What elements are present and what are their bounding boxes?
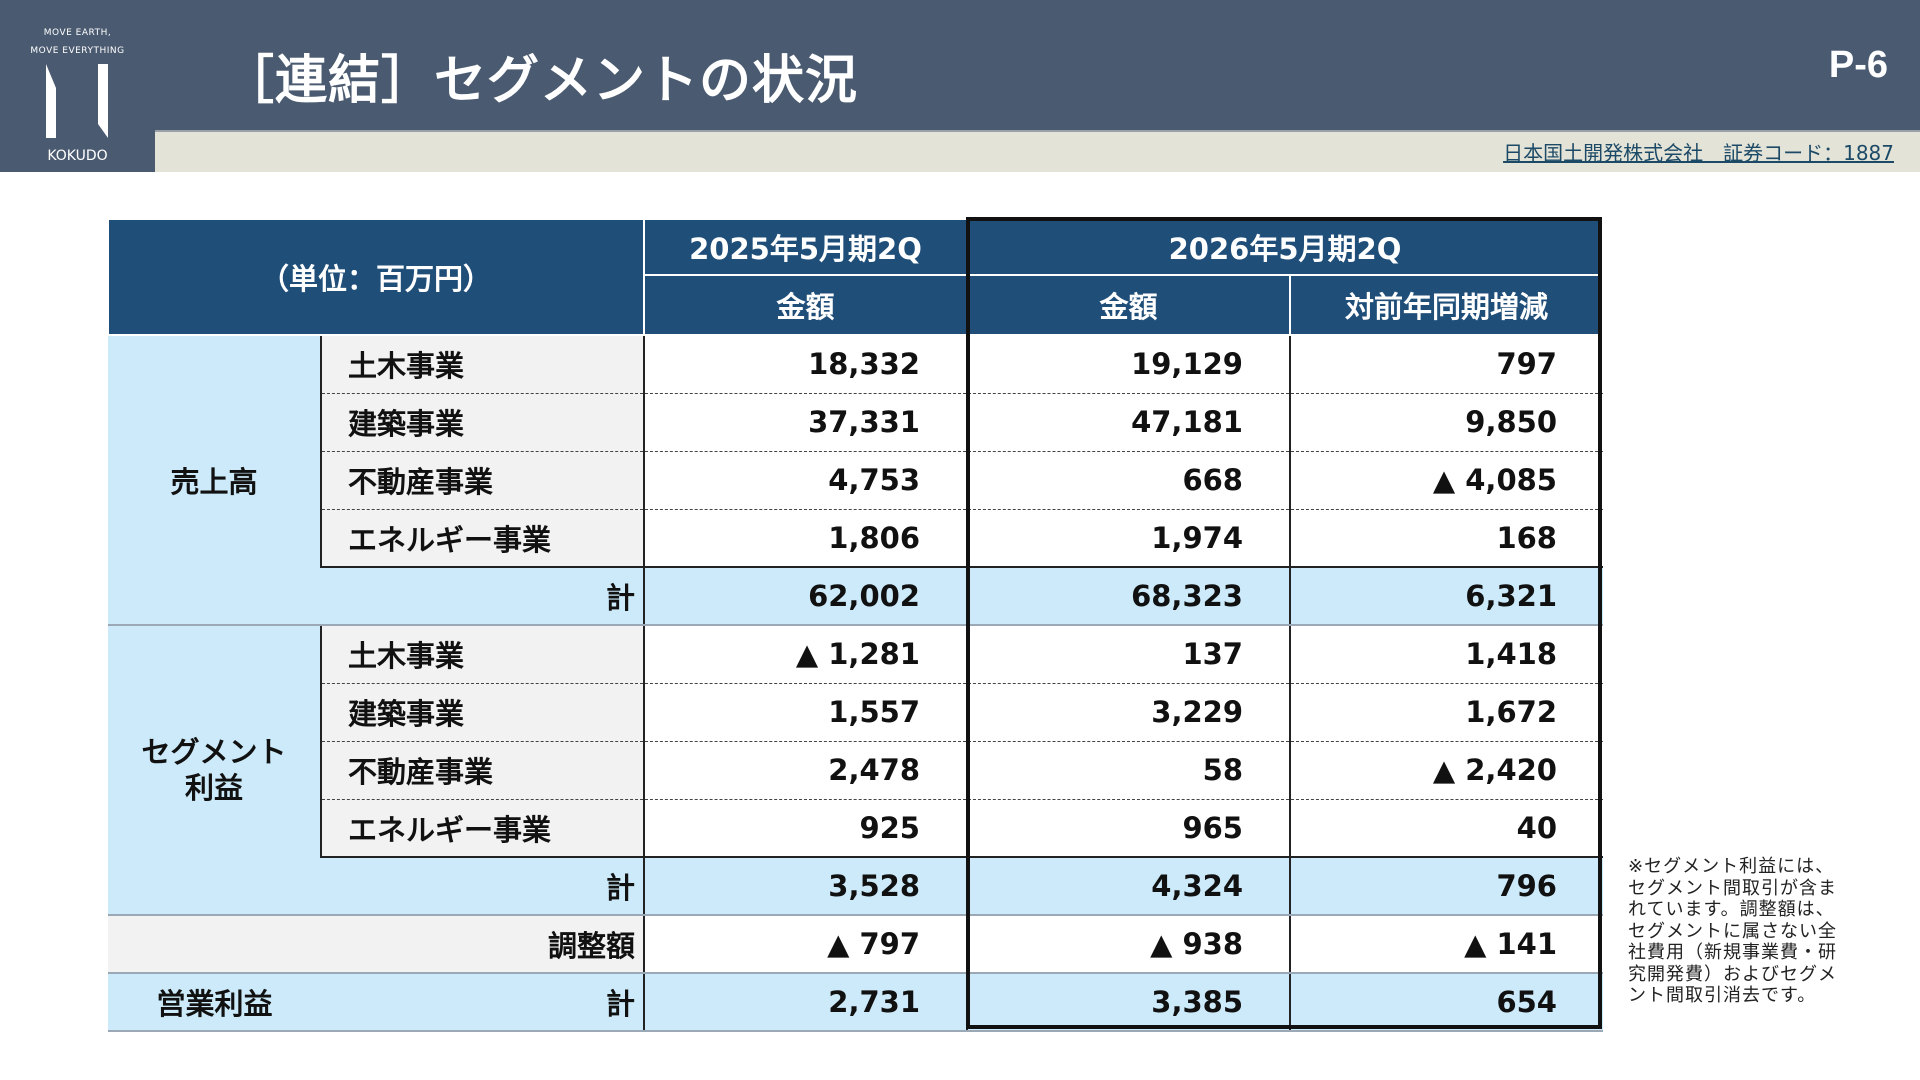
sales-label: 売上高 — [108, 335, 321, 626]
value-prev: 4,753 — [643, 451, 967, 510]
value-change: 40 — [1289, 799, 1603, 857]
value-prev: 925 — [643, 799, 967, 857]
value-change: 1,672 — [1289, 683, 1603, 742]
segment-table: （単位：百万円） 2025年5月期2Q 2026年5月期2Q 金額 金額 対前年… — [107, 218, 1604, 1032]
value-change: 168 — [1289, 509, 1603, 567]
logo-mark-icon — [46, 64, 108, 138]
table-row: エネルギー事業 925 965 40 — [108, 799, 1603, 857]
profit-label-line: セグメント — [141, 735, 287, 769]
table-row: 売上高 土木事業 18,332 19,129 797 — [108, 335, 1603, 626]
value-prev: 3,528 — [643, 856, 967, 916]
value-change: 6,321 — [1289, 566, 1603, 626]
adjustment-row: 調整額 ▲ 797 ▲ 938 ▲ 141 — [108, 915, 1603, 974]
value-curr: 1,974 — [966, 509, 1290, 567]
unit-label: （単位：百万円） — [107, 218, 645, 336]
table-row: 建築事業 37,331 47,181 9,850 — [108, 393, 1603, 452]
value-change: 1,418 — [1289, 625, 1603, 684]
total-label: 計 — [321, 856, 644, 916]
value-prev: 2,478 — [643, 741, 967, 800]
footnote: ※セグメント利益には、 セグメント間取引が含ま れています。調整額は、 セグメン… — [1628, 856, 1837, 1006]
value-prev: ▲ 1,281 — [643, 625, 967, 684]
segment-name: エネルギー事業 — [320, 799, 644, 857]
table-row: セグメント 利益 土木事業 ▲ 1,281 137 1,418 — [108, 625, 1603, 916]
segment-name: 不動産事業 — [320, 741, 644, 800]
title-bar — [0, 0, 1920, 130]
company-logo: MOVE EARTH, MOVE EVERYTHING KOKUDO — [0, 0, 155, 172]
table-row: 建築事業 1,557 3,229 1,672 — [108, 683, 1603, 742]
value-prev: ▲ 797 — [643, 915, 967, 974]
value-change: 654 — [1289, 973, 1603, 1032]
value-change: ▲ 141 — [1289, 915, 1603, 974]
value-change: 797 — [1289, 335, 1603, 394]
profit-total-row: 計 3,528 4,324 796 — [108, 856, 1603, 916]
total-label: 計 — [321, 566, 644, 626]
value-prev: 62,002 — [643, 566, 967, 626]
page-number: P-6 — [1828, 44, 1888, 86]
segment-name: 建築事業 — [320, 393, 644, 452]
operating-profit-row: 営業利益 計 2,731 3,385 654 — [108, 973, 1603, 1032]
table-row: 不動産事業 2,478 58 ▲ 2,420 — [108, 741, 1603, 800]
value-prev: 18,332 — [643, 335, 967, 394]
value-change: ▲ 2,420 — [1289, 741, 1603, 800]
period-prev: 2025年5月期2Q — [643, 218, 968, 276]
value-change: 796 — [1289, 856, 1603, 916]
segment-name: エネルギー事業 — [320, 509, 644, 567]
profit-label-line: 利益 — [184, 771, 243, 805]
value-curr: 3,385 — [966, 973, 1290, 1032]
table-row: 不動産事業 4,753 668 ▲ 4,085 — [108, 451, 1603, 510]
operating-label: 営業利益 — [108, 973, 321, 1032]
col-amount-curr: 金額 — [966, 274, 1291, 336]
period-curr: 2026年5月期2Q — [966, 218, 1604, 276]
subtitle-strip — [155, 130, 1920, 172]
segment-name: 建築事業 — [320, 683, 644, 742]
col-change: 対前年同期増減 — [1289, 274, 1604, 336]
value-curr: 68,323 — [966, 566, 1290, 626]
adjustment-label: 調整額 — [108, 915, 644, 974]
value-curr: 4,324 — [966, 856, 1290, 916]
value-curr: 58 — [966, 741, 1290, 800]
total-label: 計 — [321, 973, 644, 1032]
value-prev: 1,557 — [643, 683, 967, 742]
logo-name: KOKUDO — [47, 148, 108, 164]
value-prev: 2,731 — [643, 973, 967, 1032]
profit-label: セグメント 利益 — [108, 625, 321, 916]
value-change: 9,850 — [1289, 393, 1603, 452]
value-curr: 19,129 — [966, 335, 1290, 394]
segment-name: 土木事業 — [320, 625, 644, 684]
value-curr: 3,229 — [966, 683, 1290, 742]
value-curr: ▲ 938 — [966, 915, 1290, 974]
segment-name: 土木事業 — [320, 335, 644, 394]
page-title: ［連結］セグメントの状況 — [222, 51, 859, 111]
value-curr: 965 — [966, 799, 1290, 857]
table-row: エネルギー事業 1,806 1,974 168 — [108, 509, 1603, 567]
value-curr: 137 — [966, 625, 1290, 684]
value-curr: 668 — [966, 451, 1290, 510]
value-change: ▲ 4,085 — [1289, 451, 1603, 510]
sales-total-row: 計 62,002 68,323 6,321 — [108, 566, 1603, 626]
company-link[interactable]: 日本国土開発株式会社 証券コード：1887 — [1503, 141, 1894, 165]
value-curr: 47,181 — [966, 393, 1290, 452]
segment-name: 不動産事業 — [320, 451, 644, 510]
logo-tagline: MOVE EVERYTHING — [30, 46, 125, 56]
value-prev: 1,806 — [643, 509, 967, 567]
logo-tagline: MOVE EARTH, — [43, 28, 112, 38]
col-amount-prev: 金額 — [643, 274, 968, 336]
value-prev: 37,331 — [643, 393, 967, 452]
